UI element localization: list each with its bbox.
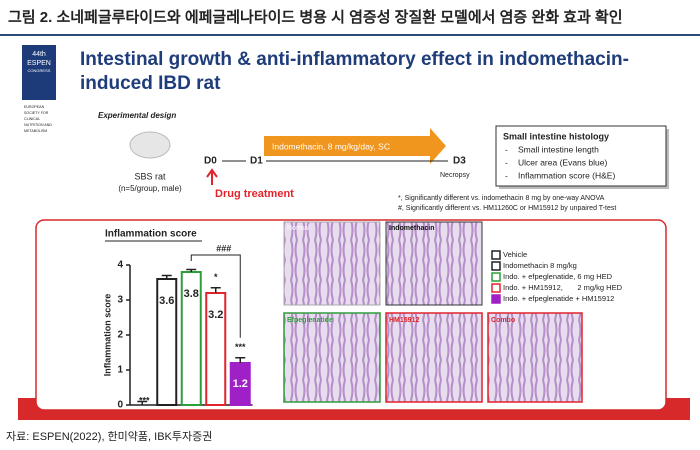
legend-swatch bbox=[491, 272, 501, 282]
significance: * bbox=[214, 272, 218, 282]
drug: Drug treatment bbox=[215, 188, 294, 200]
legend-entry: Indo. + efpeglenatide, 6 mg HED bbox=[503, 272, 613, 281]
group: (n=5/group, male) bbox=[118, 184, 182, 193]
histology-image bbox=[283, 221, 381, 306]
logo-society: EUROPEAN bbox=[24, 105, 45, 109]
histology-image bbox=[385, 221, 483, 306]
value-label: 3.8 bbox=[184, 288, 199, 300]
logo-society: NUTRITION AND bbox=[24, 123, 52, 127]
dash: - bbox=[505, 170, 508, 180]
y-tick-label: 0 bbox=[117, 400, 123, 411]
panel-label: HM15912 bbox=[389, 317, 419, 324]
panel-label: Indomethacin bbox=[389, 225, 435, 232]
error-bar bbox=[186, 268, 197, 272]
histology-box bbox=[495, 125, 667, 187]
significance: *** bbox=[235, 342, 246, 352]
panel-label: Efpeglenatide bbox=[287, 317, 333, 324]
legend-entry: Vehicle bbox=[503, 250, 527, 259]
histology-item: Ulcer area (Evans blue) bbox=[518, 157, 607, 167]
logo-society: SOCIETY FOR bbox=[24, 111, 49, 115]
slide-title: induced IBD rat bbox=[80, 73, 221, 94]
legend-swatch bbox=[491, 294, 501, 304]
panel-label: Combo bbox=[491, 317, 515, 324]
value-label: 3.2 bbox=[208, 309, 223, 321]
drug-arrow bbox=[206, 168, 218, 185]
legend-swatch bbox=[491, 283, 501, 293]
histology-title: Small intestine histology bbox=[503, 131, 609, 141]
significance-bracket bbox=[190, 254, 241, 338]
header-rule bbox=[0, 34, 700, 36]
design-label: Experimental design bbox=[98, 111, 176, 120]
histology-item: Inflammation score (H&E) bbox=[518, 170, 615, 180]
error-bar bbox=[235, 357, 246, 363]
value-label: 1.2 bbox=[233, 378, 248, 390]
y-tick-label: 3 bbox=[117, 295, 123, 306]
error-bar bbox=[210, 287, 221, 293]
necropsy: Necropsy bbox=[440, 172, 470, 179]
panel-label: Normal bbox=[287, 225, 310, 232]
y-tick-label: 4 bbox=[117, 260, 123, 271]
value-label: 3.6 bbox=[159, 295, 174, 307]
animal: SBS rat bbox=[134, 171, 166, 181]
legend-entry: Indo. + efpeglenatide + HM15912 bbox=[503, 294, 614, 303]
logo-name: ESPEN bbox=[27, 60, 51, 67]
y-tick-label: 2 bbox=[117, 330, 123, 341]
legend-entry: Indo. + HM15912, 2 mg/kg HED bbox=[503, 283, 623, 292]
significance: *** bbox=[139, 395, 150, 405]
logo-society: CLINICAL bbox=[24, 117, 40, 121]
legend-swatch bbox=[491, 261, 501, 271]
chart: 012343.63.83.21.2*******###VehicleIndome… bbox=[117, 243, 622, 410]
histology-image bbox=[283, 312, 381, 403]
histology-image bbox=[385, 312, 483, 403]
dash: - bbox=[505, 144, 508, 154]
error-bar bbox=[137, 400, 148, 405]
histology-item: Small intestine length bbox=[518, 144, 599, 154]
y-tick-label: 1 bbox=[117, 365, 123, 376]
logo bbox=[22, 45, 56, 100]
treatment: Indomethacin, 8 mg/kg/day, SC bbox=[272, 141, 390, 151]
error-bar bbox=[161, 274, 172, 279]
legend-swatch bbox=[491, 250, 501, 260]
rat bbox=[129, 131, 171, 159]
chart-title: Inflammation score bbox=[105, 229, 197, 240]
treatment-arrow bbox=[264, 128, 446, 164]
y-axis-label: Inflammation score bbox=[102, 294, 112, 377]
logo-edition: 44th bbox=[32, 51, 46, 58]
header-title: 그림 2. 소네페글루타이드와 에페글레나타이드 병용 시 염증성 장질환 모델… bbox=[8, 8, 623, 26]
d1: D1 bbox=[250, 156, 263, 167]
dash: - bbox=[505, 157, 508, 167]
d0: D0 bbox=[204, 156, 217, 167]
legend-entry: Indomethacin 8 mg/kg bbox=[503, 261, 577, 270]
logo-society: METABOLISM bbox=[24, 129, 47, 133]
significance: ### bbox=[216, 243, 231, 253]
d3: D3 bbox=[453, 156, 466, 167]
footnote: *, Significantly different vs. indometha… bbox=[398, 195, 605, 202]
footnote: #, Significantly different vs. HM11260C … bbox=[398, 205, 616, 212]
logo-event: CONGRESS bbox=[28, 68, 51, 73]
source: 자료: ESPEN(2022), 한미약품, IBK투자증권 bbox=[6, 429, 212, 443]
histology-image bbox=[487, 312, 583, 403]
slide-title: Intestinal growth & anti-inflammatory ef… bbox=[80, 49, 629, 70]
